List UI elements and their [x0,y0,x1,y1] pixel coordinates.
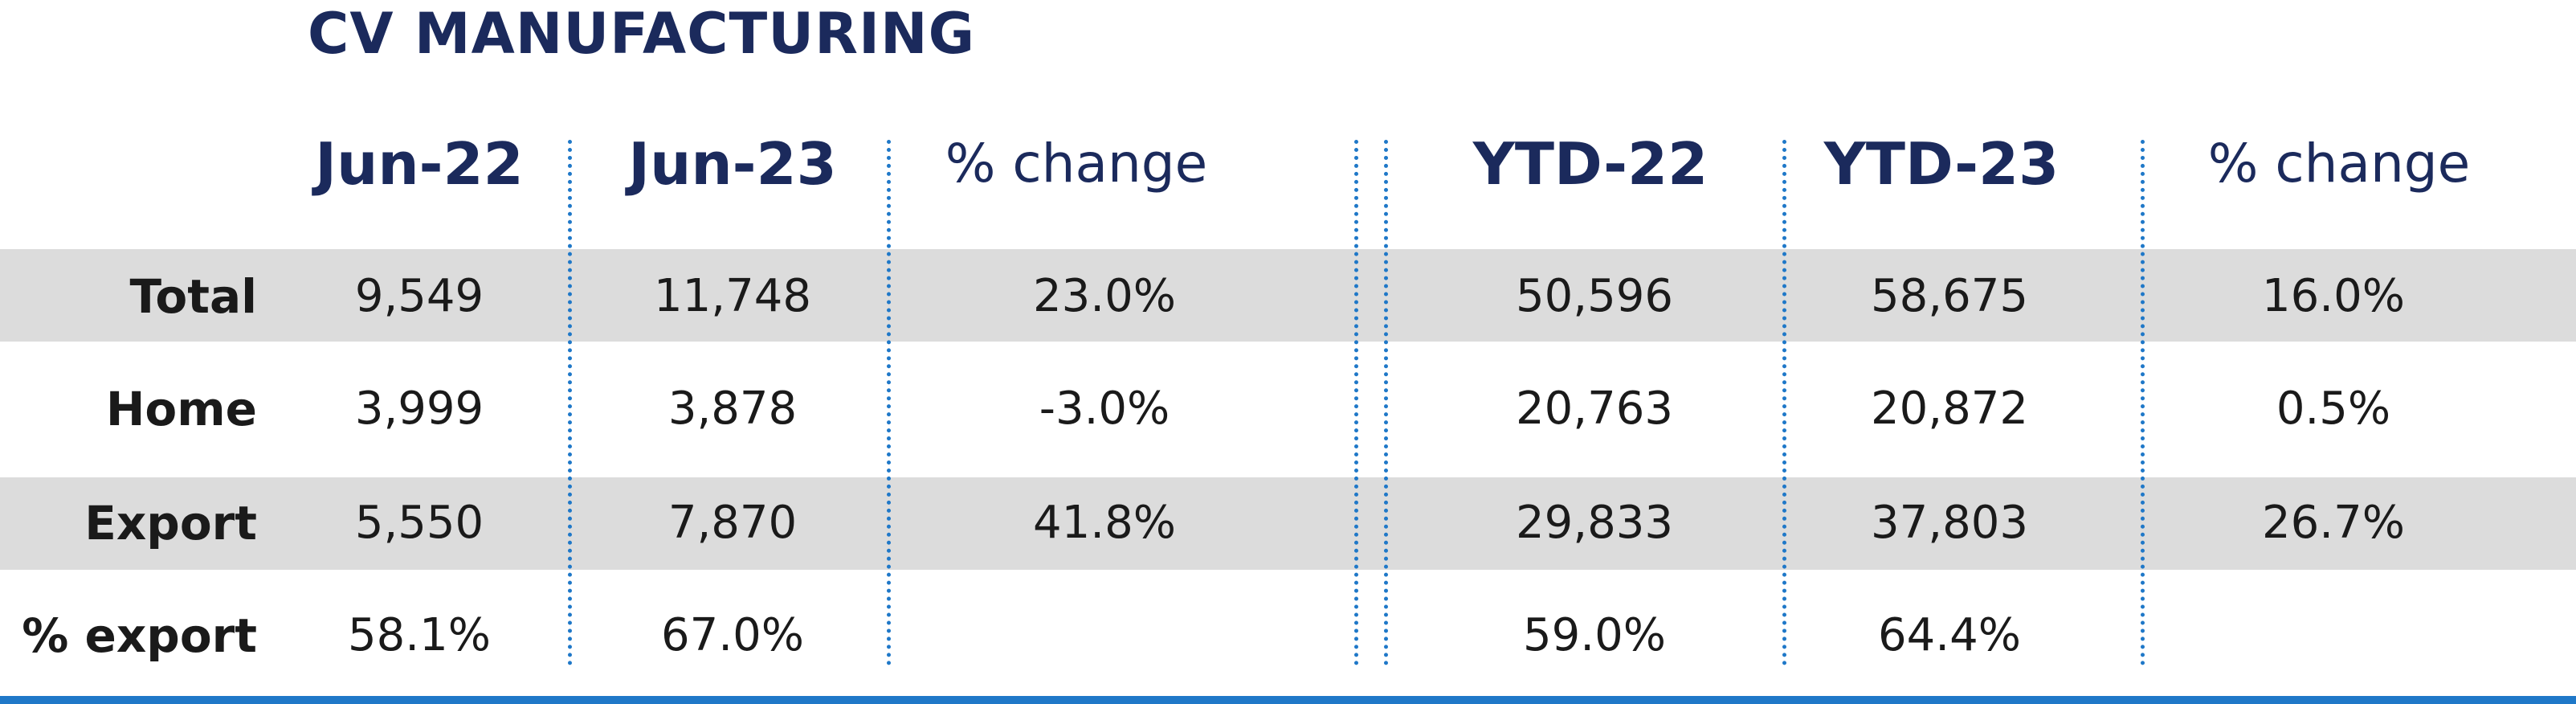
cell-home-jun23: 3,878 [667,383,798,435]
column-divider [1782,140,1786,665]
bottom-rule [0,696,2576,704]
row-label-export: Export [84,496,257,551]
column-divider [1354,140,1358,665]
column-divider [1384,140,1388,665]
cell-home-ytd22: 20,763 [1516,383,1673,435]
cell-pct-export-jun23: 67.0% [661,609,804,661]
cell-export-jun22: 5,550 [354,497,484,549]
header-ytd23: YTD-23 [1823,130,2060,198]
cell-home-chg: -3.0% [1039,383,1170,435]
header-jun22: Jun-22 [315,130,524,198]
row-band-export [0,477,2576,570]
cell-home-jun22: 3,999 [354,383,484,435]
cell-export-jun23: 7,870 [667,497,798,549]
cell-pct-export-ytd23: 64.4% [1878,609,2021,661]
header-pct-change-month: % change [945,133,1208,194]
cell-total-jun22: 9,549 [354,270,484,322]
cell-home-ytdchg: 0.5% [2276,383,2391,435]
row-label-total: Total [129,269,257,324]
column-divider [2141,140,2145,665]
column-divider [568,140,572,665]
cell-export-chg: 41.8% [1033,497,1176,549]
cell-total-chg: 23.0% [1033,270,1176,322]
cell-pct-export-ytd22: 59.0% [1523,609,1666,661]
row-band-total [0,249,2576,342]
header-pct-change-ytd: % change [2207,133,2471,194]
cell-export-ytdchg: 26.7% [2262,497,2405,549]
cell-total-jun23: 11,748 [654,270,811,322]
cell-total-ytd22: 50,596 [1516,270,1673,322]
page-title: CV MANUFACTURING [308,1,976,67]
row-label-home: Home [105,382,257,436]
cell-home-ytd23: 20,872 [1871,383,2028,435]
cell-pct-export-jun22: 58.1% [348,609,491,661]
row-label-pct-export: % export [22,608,257,663]
column-divider [887,140,891,665]
header-ytd22: YTD-22 [1472,130,1708,198]
header-jun23: Jun-23 [628,130,837,198]
cell-total-ytdchg: 16.0% [2262,270,2405,322]
cell-total-ytd23: 58,675 [1871,270,2028,322]
cell-export-ytd23: 37,803 [1871,497,2028,549]
cell-export-ytd22: 29,833 [1516,497,1673,549]
